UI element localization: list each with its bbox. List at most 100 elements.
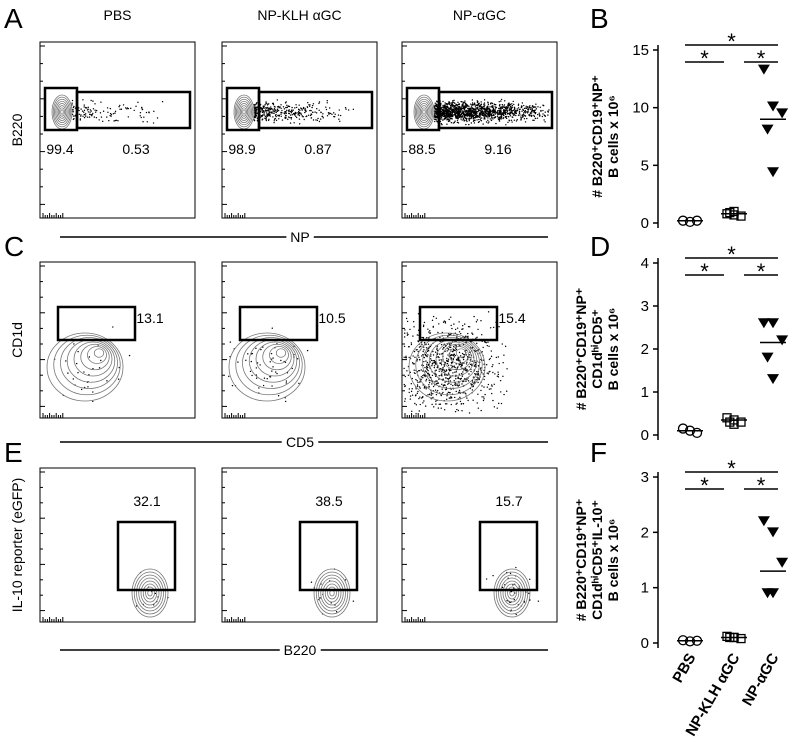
event-dot	[452, 100, 454, 102]
event-dot	[444, 403, 447, 405]
event-dot	[291, 110, 293, 112]
event-dot	[451, 327, 453, 330]
y-axis-label: # B220⁺CD19⁺NP⁺	[589, 75, 605, 198]
event-dot	[513, 119, 515, 121]
event-dot	[429, 393, 431, 395]
y-tick-label: 3	[641, 298, 649, 315]
event-dot	[460, 366, 462, 368]
event-dot	[473, 122, 476, 124]
event-dot	[94, 111, 97, 113]
event-dot	[333, 116, 336, 118]
event-dot	[510, 591, 512, 593]
event-dot	[466, 104, 468, 106]
event-dot	[259, 364, 261, 366]
y-tick-label: 2	[641, 341, 649, 358]
contour	[138, 577, 162, 609]
event-dot	[446, 107, 448, 109]
event-dot	[315, 112, 318, 114]
event-dot	[280, 113, 282, 115]
event-dot	[78, 113, 81, 115]
gate-percentage: 13.1	[136, 310, 163, 326]
event-dot	[544, 111, 546, 113]
event-dot	[462, 371, 464, 373]
event-dot	[457, 360, 460, 362]
event-dot	[515, 114, 517, 117]
data-point	[767, 588, 779, 599]
event-dot	[404, 398, 406, 400]
significance-label: *	[757, 259, 766, 284]
event-dot	[450, 316, 452, 318]
event-dot	[430, 377, 432, 379]
event-dot	[477, 121, 480, 124]
event-dot	[255, 107, 257, 109]
event-dot	[544, 121, 546, 123]
event-dot	[454, 371, 456, 373]
event-dot	[442, 368, 444, 370]
event-dot	[450, 324, 452, 327]
event-dot	[267, 107, 269, 110]
event-dot	[427, 373, 429, 375]
event-dot	[439, 118, 442, 120]
event-dot	[451, 111, 453, 114]
event-dot	[461, 111, 463, 114]
event-dot	[117, 378, 120, 380]
x-axis-label: B220	[284, 642, 317, 658]
event-dot	[287, 116, 290, 118]
event-dot	[344, 107, 347, 109]
event-dot	[515, 120, 518, 122]
event-dot	[439, 403, 442, 405]
event-dot	[475, 110, 478, 113]
event-dot	[489, 118, 491, 120]
event-dot	[479, 112, 482, 114]
event-dot	[315, 119, 317, 121]
contour	[507, 586, 517, 600]
event-dot	[537, 600, 540, 602]
event-dot	[509, 115, 512, 117]
event-dot	[478, 116, 481, 119]
event-dot	[447, 120, 450, 123]
event-dot	[443, 109, 445, 111]
data-point	[767, 527, 779, 538]
event-dot	[67, 372, 69, 374]
data-point	[767, 318, 779, 329]
event-dot	[498, 104, 501, 107]
event-dot	[513, 103, 515, 106]
event-dot	[454, 114, 456, 116]
event-dot	[468, 354, 471, 356]
event-dot	[470, 384, 473, 386]
y-tick-label: 0	[641, 635, 649, 652]
event-dot	[468, 118, 470, 121]
event-dot	[295, 104, 297, 106]
contour	[233, 94, 255, 130]
event-dot	[276, 110, 279, 113]
event-dot	[487, 113, 489, 116]
event-dot	[468, 110, 470, 113]
event-dot	[127, 116, 130, 118]
data-point	[691, 427, 703, 439]
event-dot	[298, 382, 300, 385]
contour	[60, 109, 64, 115]
event-dot	[506, 115, 508, 118]
contour	[502, 580, 522, 606]
event-dot	[457, 111, 460, 113]
event-dot	[520, 105, 523, 108]
event-dot	[106, 116, 108, 118]
event-dot	[289, 114, 292, 116]
event-dot	[468, 366, 470, 368]
event-dot	[507, 112, 510, 115]
event-dot	[471, 363, 473, 365]
event-dot	[452, 350, 454, 353]
contour	[53, 334, 121, 396]
y-axis-label: # B220⁺CD19⁺NP⁺	[573, 499, 589, 622]
event-dot	[276, 99, 279, 101]
event-dot	[439, 353, 441, 355]
event-dot	[436, 114, 439, 116]
event-dot	[106, 107, 109, 109]
event-dot	[464, 106, 466, 108]
plot-frame	[221, 41, 378, 219]
event-dot	[428, 381, 431, 384]
event-dot	[478, 105, 480, 107]
event-dot	[480, 389, 482, 392]
event-dot	[430, 355, 432, 357]
contour	[59, 107, 65, 117]
